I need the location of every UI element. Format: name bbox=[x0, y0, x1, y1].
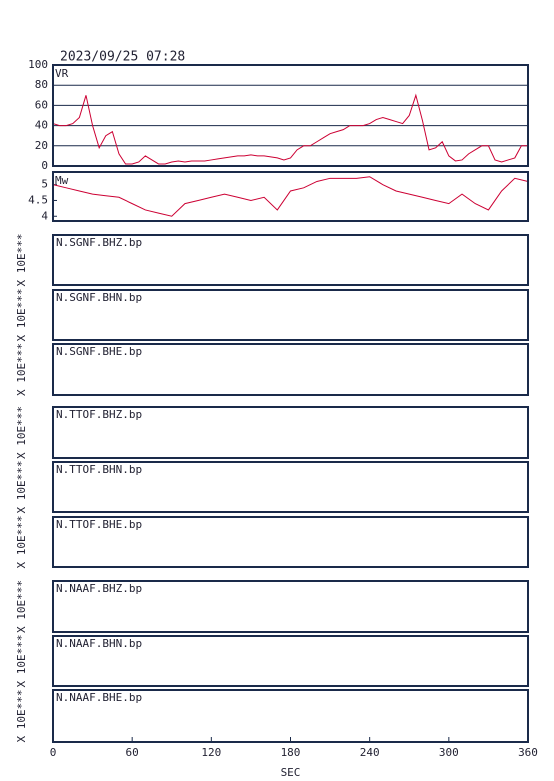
panel-frame bbox=[52, 64, 529, 167]
trace-label: N.TTOF.BHN.bp bbox=[56, 463, 142, 476]
trace-scale: X 10E*** bbox=[15, 516, 28, 569]
trace-panel bbox=[52, 234, 529, 286]
trace-scale: X 10E*** bbox=[15, 461, 28, 514]
y-tick-label: 5 bbox=[41, 178, 48, 191]
trace-label: N.SGNF.BHE.bp bbox=[56, 345, 142, 358]
panel-frame bbox=[52, 171, 529, 222]
trace-scale: X 10E*** bbox=[15, 343, 28, 396]
x-axis-label: SEC bbox=[281, 766, 301, 779]
timestamp: 2023/09/25 07:28 bbox=[60, 50, 185, 65]
data-line bbox=[52, 176, 529, 217]
x-tick-label: 60 bbox=[126, 746, 139, 759]
trace-panel bbox=[52, 289, 529, 341]
y-tick-label: 4.5 bbox=[28, 193, 48, 206]
trace-panel bbox=[52, 343, 529, 396]
x-tick-label: 0 bbox=[50, 746, 57, 759]
x-tick-label: 300 bbox=[439, 746, 459, 759]
trace-label: N.TTOF.BHE.bp bbox=[56, 518, 142, 531]
y-tick-label: 60 bbox=[35, 98, 48, 111]
trace-scale: X 10E*** bbox=[15, 406, 28, 459]
y-tick-label: 100 bbox=[28, 58, 48, 71]
trace-panel bbox=[52, 635, 529, 687]
trace-panel bbox=[52, 580, 529, 633]
trace-scale: X 10E*** bbox=[15, 289, 28, 342]
trace-label: N.NAAF.BHN.bp bbox=[56, 637, 142, 650]
trace-label: N.NAAF.BHE.bp bbox=[56, 691, 142, 704]
x-tick-label: 360 bbox=[518, 746, 538, 759]
trace-scale: X 10E*** bbox=[15, 234, 28, 287]
y-tick-label: 4 bbox=[41, 209, 48, 222]
trace-label: N.NAAF.BHZ.bp bbox=[56, 582, 142, 595]
x-tick-label: 120 bbox=[201, 746, 221, 759]
trace-scale: X 10E*** bbox=[15, 635, 28, 688]
trace-label: N.SGNF.BHN.bp bbox=[56, 291, 142, 304]
y-tick-label: 80 bbox=[35, 78, 48, 91]
trace-panel bbox=[52, 516, 529, 568]
y-tick-label: 40 bbox=[35, 119, 48, 132]
x-tick-label: 180 bbox=[281, 746, 301, 759]
trace-scale: X 10E*** bbox=[15, 580, 28, 633]
x-tick-label: 240 bbox=[360, 746, 380, 759]
trace-label: N.SGNF.BHZ.bp bbox=[56, 236, 142, 249]
trace-label: N.TTOF.BHZ.bp bbox=[56, 408, 142, 421]
trace-panel bbox=[52, 461, 529, 513]
y-tick-label: 20 bbox=[35, 139, 48, 152]
panel-label: Mw bbox=[55, 174, 69, 187]
trace-panel bbox=[52, 406, 529, 459]
data-line bbox=[52, 93, 528, 165]
panel-label: VR bbox=[55, 67, 69, 80]
y-tick-label: 0 bbox=[41, 159, 48, 172]
trace-scale: X 10E*** bbox=[15, 690, 28, 743]
